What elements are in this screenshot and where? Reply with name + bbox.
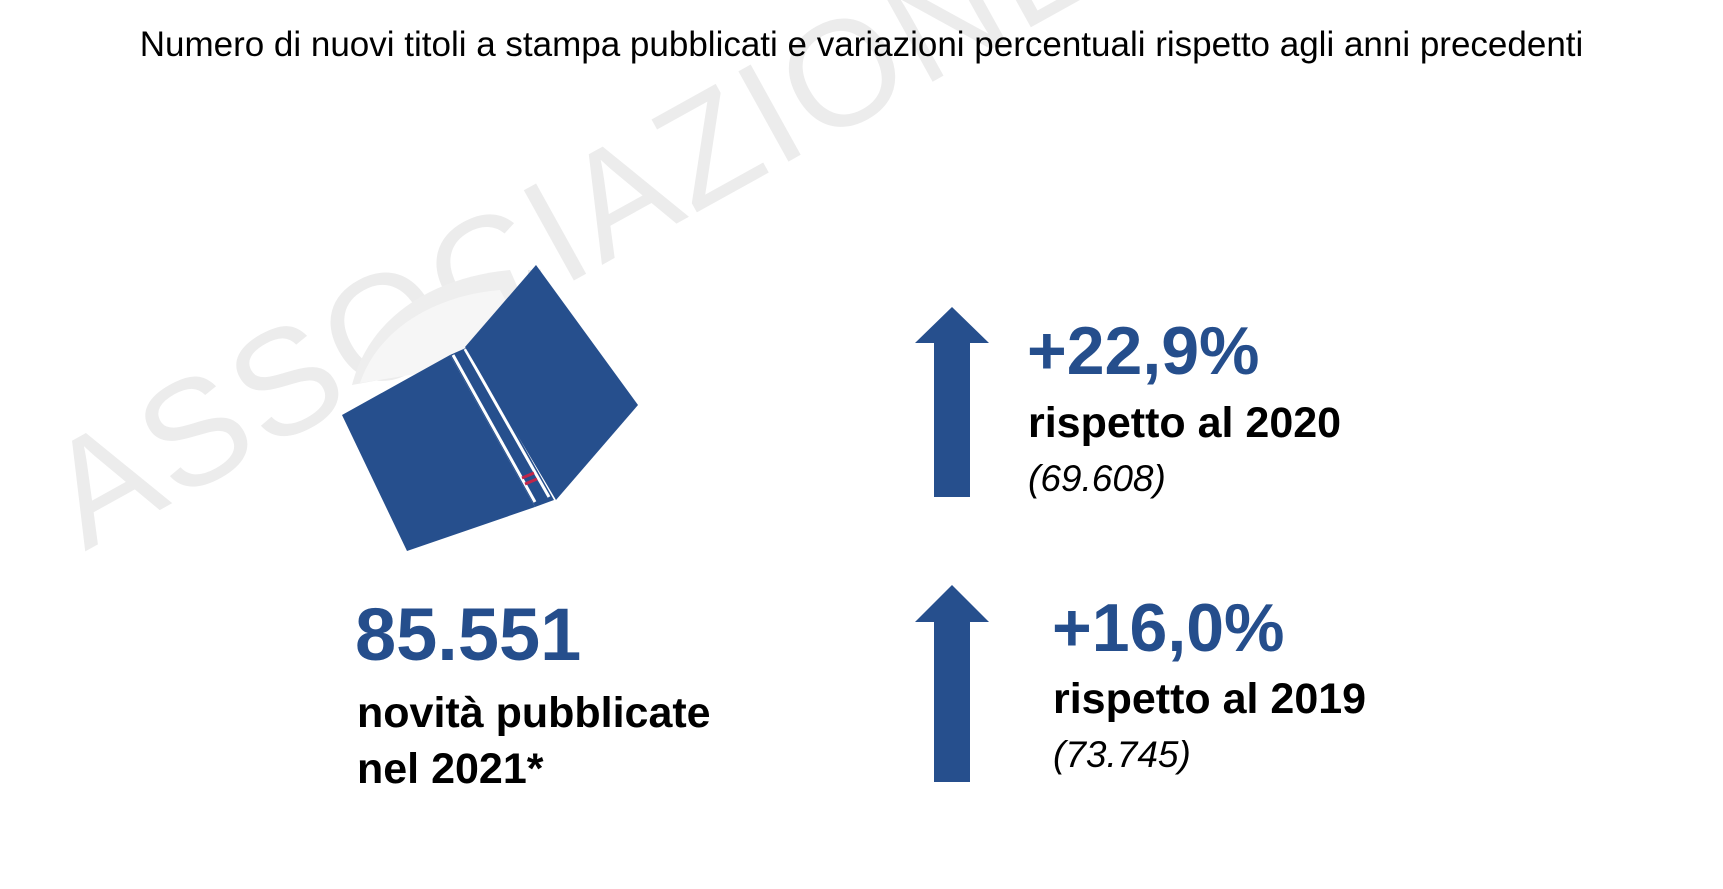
- total-label-line1: novità pubblicate: [357, 689, 711, 737]
- page-title: Numero di nuovi titoli a stampa pubblica…: [139, 25, 1584, 64]
- count-2020: (69.608): [1028, 458, 1166, 499]
- change-2019: +16,0%: [1052, 590, 1285, 666]
- reference-2019: rispetto al 2019: [1053, 675, 1367, 723]
- arrow-up-icon: [915, 307, 989, 497]
- total-label-line2: nel 2021*: [357, 745, 544, 793]
- total-label: novità pubblicate nel 2021*: [357, 685, 711, 797]
- watermark: ASSOCIAZIONE ITALIANA EDITORI: [18, 0, 1723, 582]
- total-value: 85.551: [355, 593, 582, 676]
- change-2020: +22,9%: [1027, 313, 1260, 389]
- reference-2020: rispetto al 2020: [1028, 399, 1342, 447]
- count-2019: (73.745): [1053, 734, 1191, 775]
- arrow-up-icon: [915, 585, 989, 782]
- book-icon: [340, 255, 650, 560]
